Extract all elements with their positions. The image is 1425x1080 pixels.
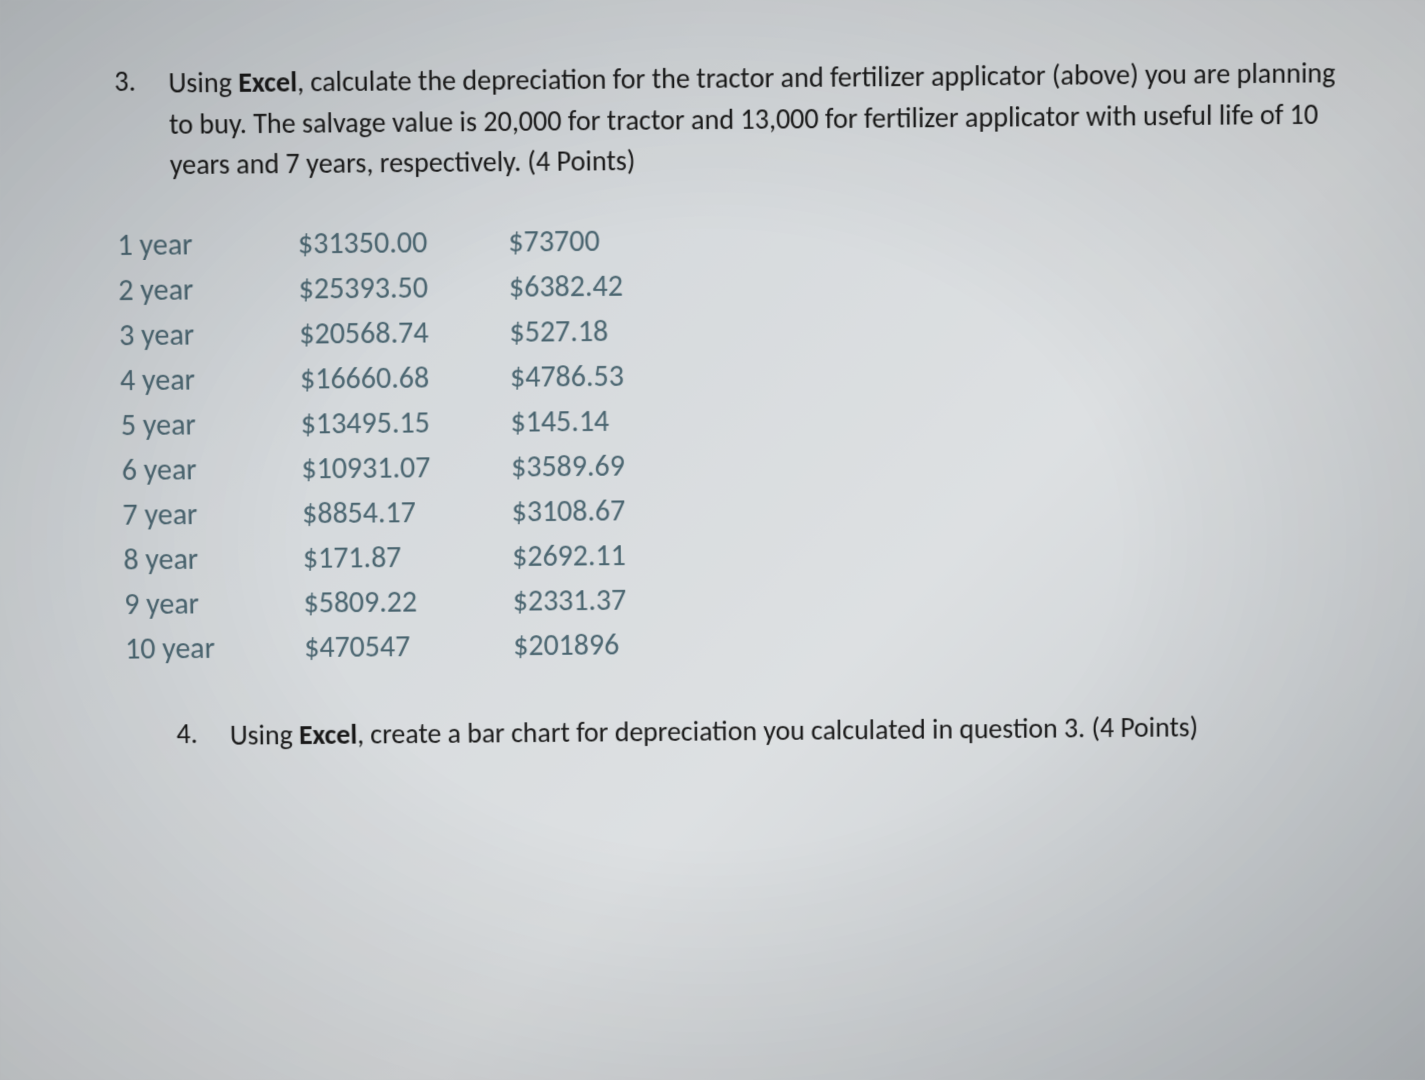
tractor-value: $31350.00 <box>298 223 509 262</box>
applicator-value: $73700 <box>508 221 719 260</box>
tractor-value: $10931.07 <box>301 448 511 487</box>
table-row: 1 year$31350.00$73700 <box>117 216 1355 264</box>
question-number: 3. <box>114 63 165 99</box>
year-label: 10 year <box>125 629 305 667</box>
question-4: 4. Using Excel, create a bar chart for d… <box>176 706 1354 756</box>
question-text: Using Excel, calculate the depreciation … <box>168 55 1335 182</box>
applicator-value: $4786.53 <box>510 357 720 396</box>
year-label: 6 year <box>121 450 301 488</box>
table-row: 2 year$25393.50$6382.42 <box>118 261 1355 309</box>
applicator-value: $145.14 <box>510 402 720 441</box>
question-body: Using Excel, create a bar chart for depr… <box>229 706 1347 756</box>
table-row: 6 year$10931.07$3589.69 <box>121 441 1354 489</box>
year-label: 8 year <box>123 540 303 578</box>
year-label: 9 year <box>124 584 304 622</box>
year-label: 3 year <box>119 315 300 354</box>
tractor-value: $25393.50 <box>298 268 509 307</box>
table-row: 5 year$13495.15$145.14 <box>121 396 1355 444</box>
applicator-value: $6382.42 <box>509 267 720 306</box>
tractor-value: $16660.68 <box>300 359 511 398</box>
table-row: 4 year$16660.68$4786.53 <box>120 351 1355 399</box>
tractor-value: $8854.17 <box>302 493 512 532</box>
applicator-value: $3589.69 <box>511 447 721 486</box>
applicator-value: $201896 <box>513 625 722 663</box>
tractor-value: $13495.15 <box>300 404 510 443</box>
bold-excel: Excel <box>299 717 358 752</box>
question-text: Using Excel, create a bar chart for depr… <box>229 709 1198 752</box>
year-label: 2 year <box>118 270 299 309</box>
applicator-value: $2331.37 <box>513 581 723 620</box>
tractor-value: $20568.74 <box>299 314 510 353</box>
question-3: 3. Using Excel, calculate the depreciati… <box>114 53 1356 187</box>
year-label: 5 year <box>121 405 301 443</box>
table-row: 7 year$8854.17$3108.67 <box>122 486 1354 534</box>
table-row: 3 year$20568.74$527.18 <box>119 306 1355 354</box>
tractor-value: $470547 <box>304 627 514 665</box>
bold-excel: Excel <box>238 64 297 100</box>
applicator-value: $2692.11 <box>512 536 722 575</box>
question-body: Using Excel, calculate the depreciation … <box>168 53 1350 186</box>
applicator-value: $527.18 <box>509 312 720 351</box>
table-row: 10 year$470547$201896 <box>125 620 1355 667</box>
year-label: 1 year <box>117 225 298 264</box>
table-row: 9 year$5809.22$2331.37 <box>124 575 1355 622</box>
question-number: 4. <box>176 716 226 751</box>
depreciation-table: 1 year$31350.00$737002 year$25393.50$638… <box>117 216 1355 667</box>
tractor-value: $171.87 <box>303 538 513 577</box>
tractor-value: $5809.22 <box>303 583 513 622</box>
table-row: 8 year$171.87$2692.11 <box>123 531 1355 578</box>
year-label: 7 year <box>122 495 302 533</box>
year-label: 4 year <box>120 360 301 399</box>
applicator-value: $3108.67 <box>511 491 721 530</box>
